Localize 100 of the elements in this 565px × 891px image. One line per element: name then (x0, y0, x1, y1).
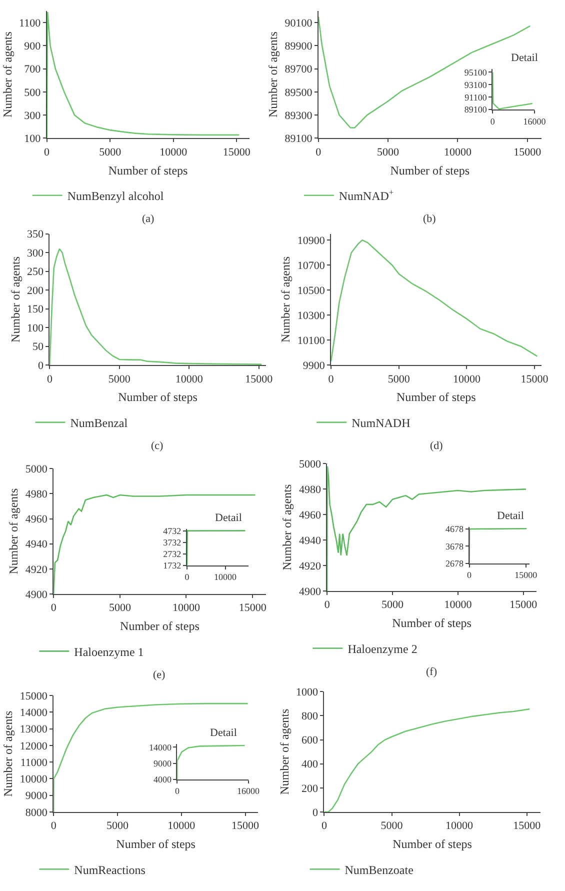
y-tick-label: 10700 (297, 260, 326, 272)
x-tick-label: 15000 (232, 820, 260, 832)
x-axis-title: Number of steps (392, 616, 472, 630)
y-axis-title: Number of agents (0, 31, 14, 118)
y-tick-label: 100 (27, 322, 44, 334)
chart-title: Detail (497, 510, 524, 522)
x-tick-label: 15000 (514, 146, 542, 158)
x-tick-label: 0 (50, 602, 57, 614)
y-tick-label: 500 (24, 86, 42, 99)
x-tick-label: 0 (50, 820, 57, 832)
y-tick-label: 10500 (297, 284, 326, 297)
y-tick-label: 350 (27, 228, 44, 241)
y-axis-title: Number of agents (277, 708, 292, 795)
x-tick-label: 5000 (382, 599, 404, 612)
text: (b) (423, 213, 436, 225)
x-tick-label: 16000 (237, 786, 260, 796)
x-tick-label: 0 (184, 572, 190, 582)
y-tick-label: 50 (32, 341, 44, 354)
y-tick-label: 4900 (25, 588, 48, 601)
y-tick-label: 9000 (153, 758, 172, 768)
x-axis-title: Number of steps (118, 390, 198, 404)
y-tick-label: 300 (24, 110, 42, 122)
y-tick-label: 0 (38, 360, 44, 372)
legend-label: NumNADH (352, 416, 411, 430)
y-axis-title: Number of agents (280, 484, 294, 570)
y-tick-label: 250 (27, 266, 44, 278)
y-tick-label: 89700 (284, 64, 313, 76)
y-tick-label: 200 (302, 782, 319, 795)
x-tick-label: 5000 (388, 373, 410, 386)
y-tick-label: 8000 (25, 806, 48, 819)
y-tick-label: 9000 (25, 790, 48, 802)
y-tick-label: 4000 (153, 774, 172, 785)
y-tick-label: 4960 (298, 509, 322, 522)
y-tick-label: 4980 (298, 484, 322, 496)
x-tick-label: 5000 (106, 820, 129, 832)
x-tick-label: 15000 (514, 570, 538, 580)
y-axis-title: Number of agents (278, 256, 293, 342)
y-tick-label: 89100 (284, 133, 313, 146)
y-tick-label: 4900 (298, 586, 322, 598)
y-tick-label: 14000 (148, 742, 172, 752)
x-tick-label: 10000 (175, 373, 204, 386)
y-tick-label: 5000 (298, 458, 322, 471)
y-tick-label: 10100 (297, 334, 326, 347)
text: (e) (153, 669, 166, 681)
x-tick-label: 15000 (510, 599, 538, 612)
y-tick-label: 300 (27, 247, 44, 260)
x-tick-label: 15000 (238, 602, 267, 614)
text: (d) (430, 440, 444, 452)
line-series (54, 494, 256, 594)
y-tick-label: 0 (312, 806, 319, 819)
legend-label: Haloenzyme 2 (348, 642, 418, 656)
y-tick-label: 3732 (163, 537, 182, 548)
text: (f) (426, 666, 438, 678)
chart-title: Detail (210, 727, 237, 739)
chart-title: Detail (511, 52, 538, 64)
x-axis-title: Number of steps (108, 163, 188, 178)
y-axis-title: Number of agents (6, 488, 21, 574)
y-tick-label: 600 (302, 734, 319, 747)
y-tick-label: 10900 (297, 234, 326, 247)
y-tick-label: 10000 (20, 774, 48, 786)
x-tick-label: 5000 (380, 820, 404, 832)
y-tick-label: 4940 (298, 534, 322, 547)
legend-label: NumBenzyl alcohol (67, 189, 164, 204)
y-tick-label: 10300 (297, 310, 326, 322)
legend-label: NumNAD$^{+}$ (338, 188, 394, 204)
y-tick-label: 200 (27, 284, 44, 297)
y-tick-label: 15000 (20, 690, 48, 702)
line-series (324, 708, 530, 812)
y-tick-label: 89300 (284, 110, 313, 122)
x-axis-title: Number of steps (390, 163, 470, 178)
y-tick-label: 91100 (464, 92, 488, 102)
y-tick-label: 1100 (19, 17, 42, 30)
y-axis-title: Number of agents (8, 256, 22, 342)
line-series (331, 239, 538, 362)
x-axis-title: Number of steps (120, 619, 200, 634)
y-tick-label: 12000 (20, 740, 48, 752)
y-tick-label: 800 (302, 710, 319, 723)
x-tick-label: 10000 (214, 572, 238, 582)
x-axis-title: Number of steps (396, 390, 476, 404)
y-tick-label: 4940 (25, 538, 48, 551)
y-tick-label: 4920 (298, 560, 322, 572)
legend-label: NumBenzoate (344, 862, 414, 877)
x-tick-label: 5000 (377, 146, 400, 158)
y-tick-label: 95100 (464, 67, 488, 78)
x-tick-label: 15000 (520, 373, 549, 386)
text: (c) (151, 440, 164, 452)
y-tick-label: 4732 (163, 526, 182, 536)
y-tick-label: 4980 (25, 488, 48, 501)
y-tick-label: 400 (302, 758, 319, 771)
x-tick-label: 5000 (108, 602, 132, 614)
y-tick-label: 100 (24, 133, 42, 146)
x-axis-title: Number of steps (392, 837, 472, 852)
y-axis-title: Number of agents (266, 31, 280, 118)
y-tick-label: 9900 (302, 360, 326, 372)
chart-title: Detail (215, 512, 242, 524)
y-tick-label: 900 (24, 40, 42, 52)
legend-label: Haloenzyme 1 (74, 644, 144, 659)
y-tick-label: 3678 (445, 541, 464, 552)
y-tick-label: 14000 (20, 707, 48, 720)
x-tick-label: 15000 (513, 820, 542, 832)
